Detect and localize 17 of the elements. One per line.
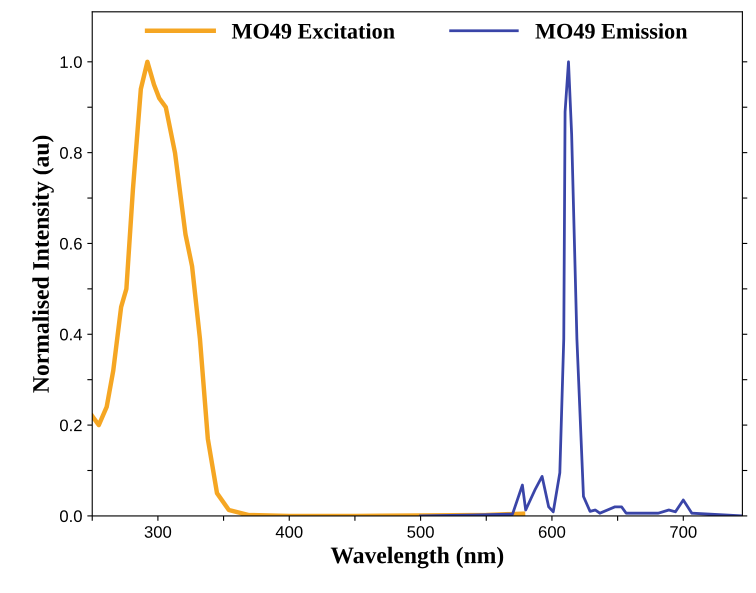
x-tick-label: 700 (670, 526, 697, 538)
y-tick-label: 0.8 (60, 147, 82, 159)
line-series (419, 60, 742, 516)
x-tick-label: 400 (276, 526, 303, 538)
line-series (92, 60, 526, 516)
y-axis-title: Normalised Intensity (au) (32, 136, 54, 393)
y-tick-label: 1.0 (60, 56, 82, 68)
y-tick-label: 0.6 (60, 238, 82, 250)
legend-label: MO49 Excitation (232, 23, 395, 39)
text: 0.0 (60, 510, 82, 522)
legend-label: MO49 Emission (535, 23, 688, 39)
x-tick-label: 600 (538, 526, 566, 538)
y-tick-label: 0.4 (60, 328, 82, 340)
y-tick-label: 0.2 (60, 419, 82, 432)
x-axis-title: Wavelength (nm) (330, 546, 504, 568)
x-tick-label: 500 (407, 526, 434, 538)
x-tick-label: 300 (144, 526, 172, 538)
